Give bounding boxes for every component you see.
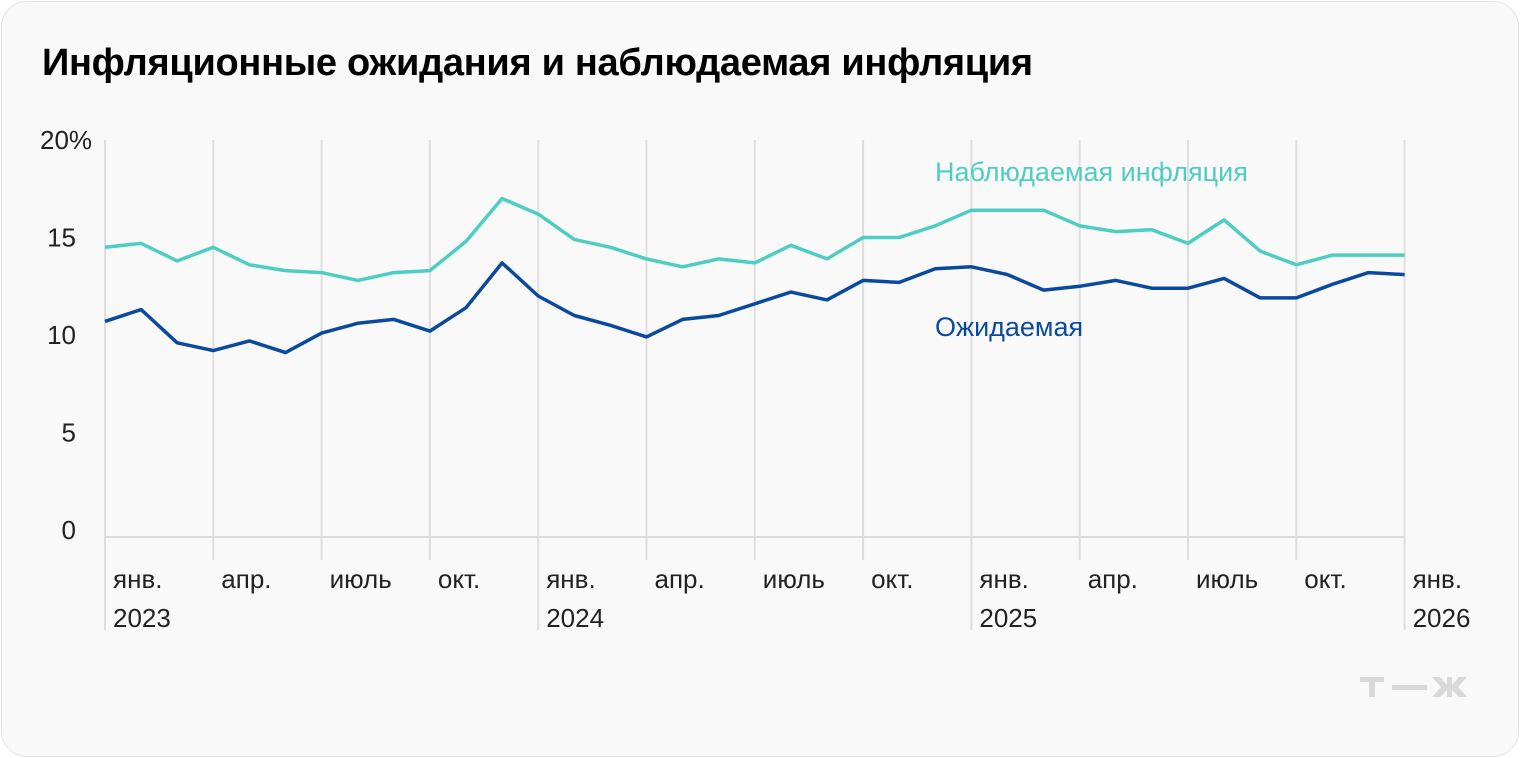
x-tick-month: апр. (221, 564, 271, 594)
x-tick-year: 2026 (1413, 603, 1471, 633)
series-label-observed: Наблюдаемая инфляция (935, 157, 1248, 187)
x-tick-year: 2024 (546, 603, 604, 633)
y-tick-label: 20% (40, 125, 92, 155)
x-tick-year: 2023 (113, 603, 171, 633)
x-tick-month: янв. (113, 564, 162, 594)
x-tick-month: янв. (1413, 564, 1462, 594)
x-tick-month: апр. (655, 564, 705, 594)
x-tick-month: июль (1196, 564, 1258, 594)
y-tick-label: 10 (47, 320, 76, 350)
x-tick-month: янв. (979, 564, 1028, 594)
x-tick-month: окт. (1304, 564, 1346, 594)
x-tick-month: апр. (1088, 564, 1138, 594)
x-tick-month: янв. (546, 564, 595, 594)
x-tick-month: июль (330, 564, 392, 594)
y-tick-label: 5 (62, 418, 76, 448)
y-tick-label: 15 (47, 223, 76, 253)
x-tick-month: окт. (438, 564, 480, 594)
chart-title: Инфляционные ожидания и наблюдаемая инфл… (42, 42, 1033, 84)
y-tick-label: 0 (62, 515, 76, 545)
x-tick-month: окт. (871, 564, 913, 594)
tzh-logo (1360, 677, 1467, 697)
x-tick-month: июль (763, 564, 825, 594)
series-label-expected: Ожидаемая (935, 312, 1083, 342)
x-tick-year: 2025 (979, 603, 1037, 633)
